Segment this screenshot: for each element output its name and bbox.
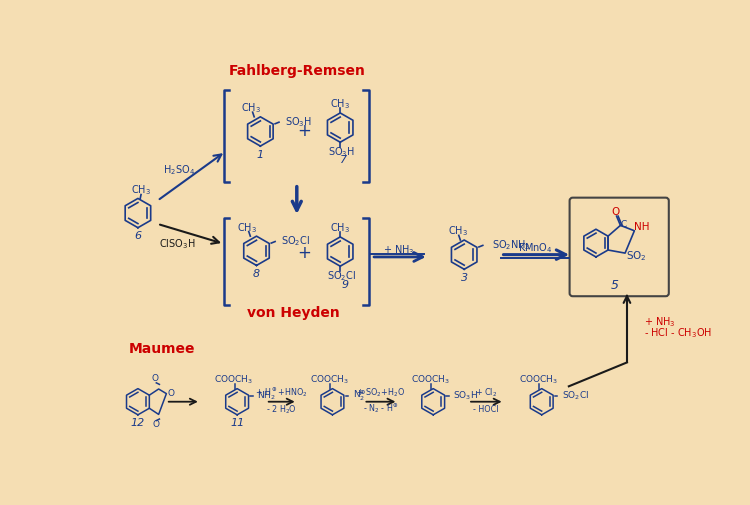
Text: + NH$_3$: + NH$_3$ bbox=[383, 243, 415, 257]
Text: - N$_2$ - H$^{\oplus}$: - N$_2$ - H$^{\oplus}$ bbox=[363, 402, 398, 416]
Text: H$_2$SO$_4$: H$_2$SO$_4$ bbox=[163, 163, 195, 177]
Text: 11: 11 bbox=[231, 418, 245, 428]
Text: 9: 9 bbox=[341, 280, 349, 290]
Text: O: O bbox=[611, 207, 620, 217]
Text: O: O bbox=[152, 375, 158, 383]
Text: COOCH$_3$: COOCH$_3$ bbox=[519, 373, 558, 386]
Text: - 2 H$_2$O: - 2 H$_2$O bbox=[266, 403, 297, 416]
Text: + SO$_2$+H$_2$O: + SO$_2$+H$_2$O bbox=[356, 387, 405, 399]
Text: SO$_2$Cl: SO$_2$Cl bbox=[562, 389, 589, 402]
Text: + H$^\oplus$+HNO$_2$: + H$^\oplus$+HNO$_2$ bbox=[255, 386, 308, 400]
Text: 12: 12 bbox=[130, 418, 145, 428]
Text: CH$_3$: CH$_3$ bbox=[131, 183, 151, 197]
Text: CH$_3$: CH$_3$ bbox=[237, 221, 257, 235]
Text: SO$_3$H: SO$_3$H bbox=[453, 389, 478, 402]
Text: CH$_3$: CH$_3$ bbox=[330, 97, 350, 112]
Text: N$_2^{\oplus}$: N$_2^{\oplus}$ bbox=[352, 388, 366, 402]
Text: O: O bbox=[167, 389, 175, 398]
Text: COOCH$_3$: COOCH$_3$ bbox=[214, 373, 254, 386]
Text: SO$_3$H: SO$_3$H bbox=[328, 145, 356, 159]
Text: O: O bbox=[152, 420, 159, 429]
Text: SO$_2$NH$_2$: SO$_2$NH$_2$ bbox=[492, 238, 530, 252]
Text: 8: 8 bbox=[252, 269, 260, 279]
Text: 1: 1 bbox=[256, 149, 264, 160]
Text: C: C bbox=[620, 220, 627, 229]
Text: + NH$_3$: + NH$_3$ bbox=[644, 316, 676, 329]
Text: SO$_2$: SO$_2$ bbox=[626, 249, 646, 263]
Text: NH: NH bbox=[634, 222, 650, 232]
Text: 5: 5 bbox=[610, 279, 619, 292]
Text: SO$_2$Cl: SO$_2$Cl bbox=[281, 235, 310, 248]
Text: COOCH$_3$: COOCH$_3$ bbox=[310, 373, 349, 386]
Text: KMnO$_4$: KMnO$_4$ bbox=[518, 241, 553, 256]
Text: CH$_3$: CH$_3$ bbox=[448, 225, 468, 238]
Text: CH$_3$: CH$_3$ bbox=[330, 222, 350, 235]
Text: Fahlberg-Remsen: Fahlberg-Remsen bbox=[228, 64, 365, 78]
Text: 3: 3 bbox=[460, 273, 468, 283]
Text: - HCl - CH$_3$OH: - HCl - CH$_3$OH bbox=[644, 326, 712, 340]
FancyBboxPatch shape bbox=[569, 197, 669, 296]
Text: von Heyden: von Heyden bbox=[248, 306, 340, 320]
Text: NH$_2$: NH$_2$ bbox=[257, 389, 276, 402]
Text: - HOCl: - HOCl bbox=[473, 405, 499, 414]
Text: Maumee: Maumee bbox=[129, 342, 195, 357]
Text: CH$_3$: CH$_3$ bbox=[241, 102, 261, 115]
Text: COOCH$_3$: COOCH$_3$ bbox=[410, 373, 450, 386]
Text: 6: 6 bbox=[134, 231, 142, 241]
Text: SO$_2$Cl: SO$_2$Cl bbox=[327, 269, 356, 283]
Text: ClSO$_3$H: ClSO$_3$H bbox=[159, 237, 196, 251]
Text: +: + bbox=[298, 122, 311, 140]
Text: 7: 7 bbox=[340, 155, 346, 165]
Text: SO$_3$H: SO$_3$H bbox=[285, 115, 312, 129]
Text: + Cl$_2$: + Cl$_2$ bbox=[475, 387, 497, 399]
Text: +: + bbox=[298, 244, 311, 262]
